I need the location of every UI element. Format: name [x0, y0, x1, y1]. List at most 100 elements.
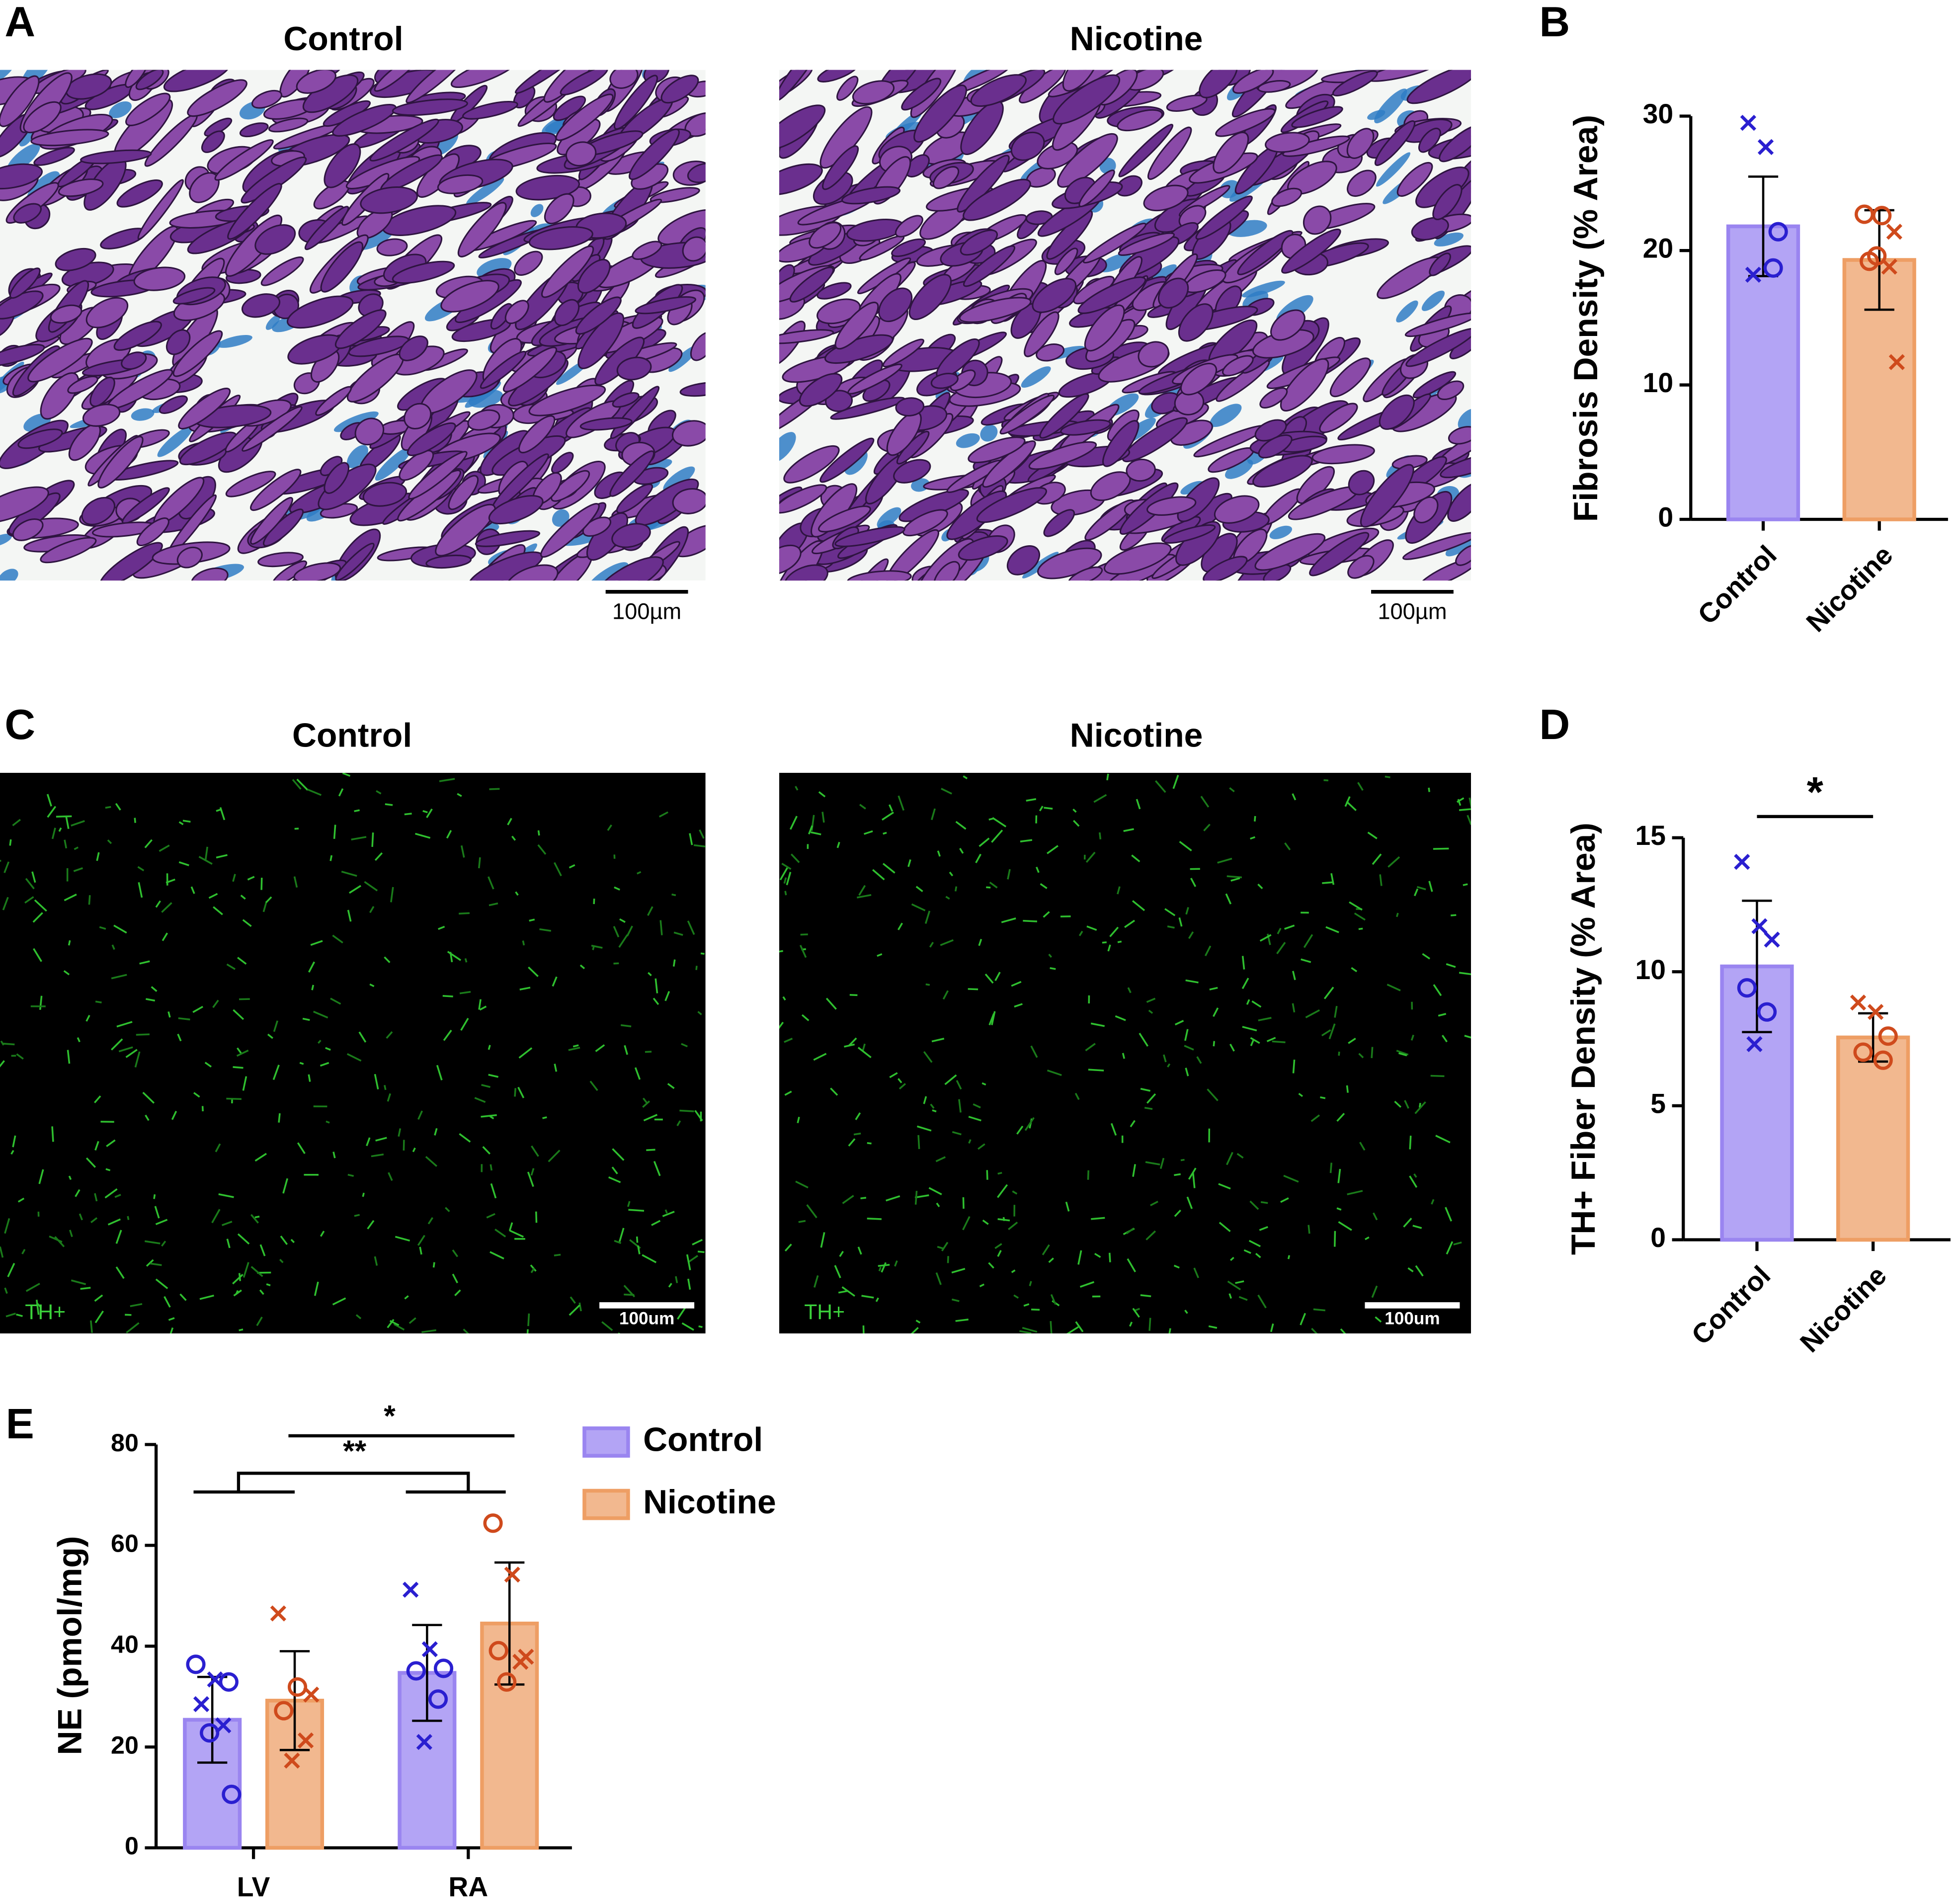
- fiber: [213, 906, 223, 915]
- myocyte: [1054, 248, 1078, 275]
- fiber: [106, 1139, 116, 1147]
- image-title: Nicotine: [1070, 717, 1203, 754]
- myocyte: [577, 258, 611, 294]
- image-title: Control: [292, 717, 412, 754]
- fiber: [945, 896, 950, 900]
- fiber: [857, 1246, 862, 1255]
- fiber: [490, 1164, 492, 1171]
- myocyte: [260, 256, 304, 286]
- fiber: [676, 1120, 681, 1127]
- fiber: [1078, 930, 1083, 936]
- myocyte: [816, 282, 852, 300]
- fiber: [1117, 940, 1122, 943]
- myocyte: [137, 179, 184, 240]
- fiber: [115, 803, 121, 811]
- fiber: [79, 1213, 83, 1221]
- fiber: [681, 1043, 688, 1048]
- myocyte: [475, 530, 541, 547]
- fiber: [387, 1093, 391, 1102]
- fiber: [889, 804, 894, 812]
- fiber: [848, 1138, 856, 1147]
- fiber: [326, 1120, 330, 1124]
- myocyte: [1429, 252, 1451, 276]
- fiber: [39, 995, 43, 1010]
- fiber: [941, 1242, 949, 1251]
- fiber: [1307, 1225, 1310, 1234]
- fiber: [74, 846, 79, 850]
- myocyte: [1412, 371, 1457, 399]
- fiber: [1075, 1321, 1084, 1332]
- y-tick-label: 15: [1635, 820, 1666, 851]
- fiber: [518, 1047, 533, 1059]
- fiber: [478, 857, 481, 869]
- myocyte: [1329, 357, 1371, 398]
- fiber: [1174, 1173, 1181, 1176]
- myocyte: [895, 397, 925, 416]
- fiber: [1178, 917, 1183, 927]
- fiber: [93, 1095, 101, 1103]
- fiber: [1311, 1327, 1318, 1333]
- y-axis-label: Fibrosis Density (% Area): [1567, 115, 1605, 522]
- fiber: [1387, 984, 1401, 992]
- fiber: [273, 1020, 278, 1032]
- fiber: [332, 1152, 336, 1159]
- myocyte: [0, 486, 49, 523]
- fiber: [1050, 1294, 1057, 1305]
- fiber: [1225, 893, 1232, 905]
- fiber: [618, 1332, 620, 1333]
- fiber: [17, 1197, 25, 1203]
- fiber: [1229, 1256, 1234, 1261]
- myocyte: [1102, 420, 1140, 467]
- fiber: [1272, 1040, 1286, 1044]
- data-point: [1734, 854, 1750, 870]
- fiber: [591, 944, 603, 949]
- micrograph-bg: [0, 773, 706, 1333]
- fiber: [668, 1283, 672, 1288]
- fiber: [529, 918, 535, 922]
- myocyte: [635, 296, 697, 315]
- fiber: [589, 1080, 598, 1091]
- fiber: [642, 1100, 651, 1108]
- fiber: [385, 803, 393, 806]
- fiber: [426, 808, 433, 819]
- fiber: [488, 1045, 491, 1050]
- myocyte: [315, 386, 352, 416]
- myocyte: [1195, 195, 1253, 240]
- myocyte: [1346, 128, 1375, 159]
- myocyte: [1177, 477, 1220, 522]
- myocyte: [165, 329, 191, 355]
- fiber: [1180, 1159, 1185, 1161]
- myocyte: [1360, 464, 1414, 528]
- fiber: [1132, 900, 1145, 911]
- myocyte: [268, 117, 309, 133]
- fiber: [4, 1287, 8, 1294]
- fiber: [10, 1150, 14, 1155]
- y-tick-label: 0: [1658, 502, 1673, 533]
- myocyte: [457, 202, 507, 257]
- myocyte: [0, 343, 45, 367]
- panel-label: E: [6, 1401, 34, 1448]
- fiber: [1357, 782, 1364, 791]
- y-tick-label: 20: [1643, 233, 1673, 264]
- fiber: [613, 962, 619, 965]
- fiber: [1219, 1222, 1231, 1233]
- myocyte: [1448, 426, 1471, 445]
- fiber: [33, 948, 42, 962]
- myocyte: [407, 422, 456, 456]
- fiber: [233, 1066, 244, 1069]
- collagen: [19, 132, 33, 147]
- bar: [1836, 1035, 1910, 1242]
- fiber: [982, 1219, 989, 1225]
- fiber: [1292, 971, 1296, 981]
- fiber: [237, 1233, 250, 1245]
- fiber: [421, 1329, 436, 1333]
- myocyte: [392, 260, 455, 284]
- fiber: [797, 1116, 800, 1124]
- fiber: [861, 1295, 874, 1299]
- fiber: [542, 1116, 547, 1119]
- y-tick-label: 60: [111, 1530, 139, 1558]
- fiber: [1087, 1170, 1089, 1180]
- fiber: [786, 872, 792, 886]
- fiber: [872, 869, 885, 881]
- myocyte: [1282, 135, 1350, 157]
